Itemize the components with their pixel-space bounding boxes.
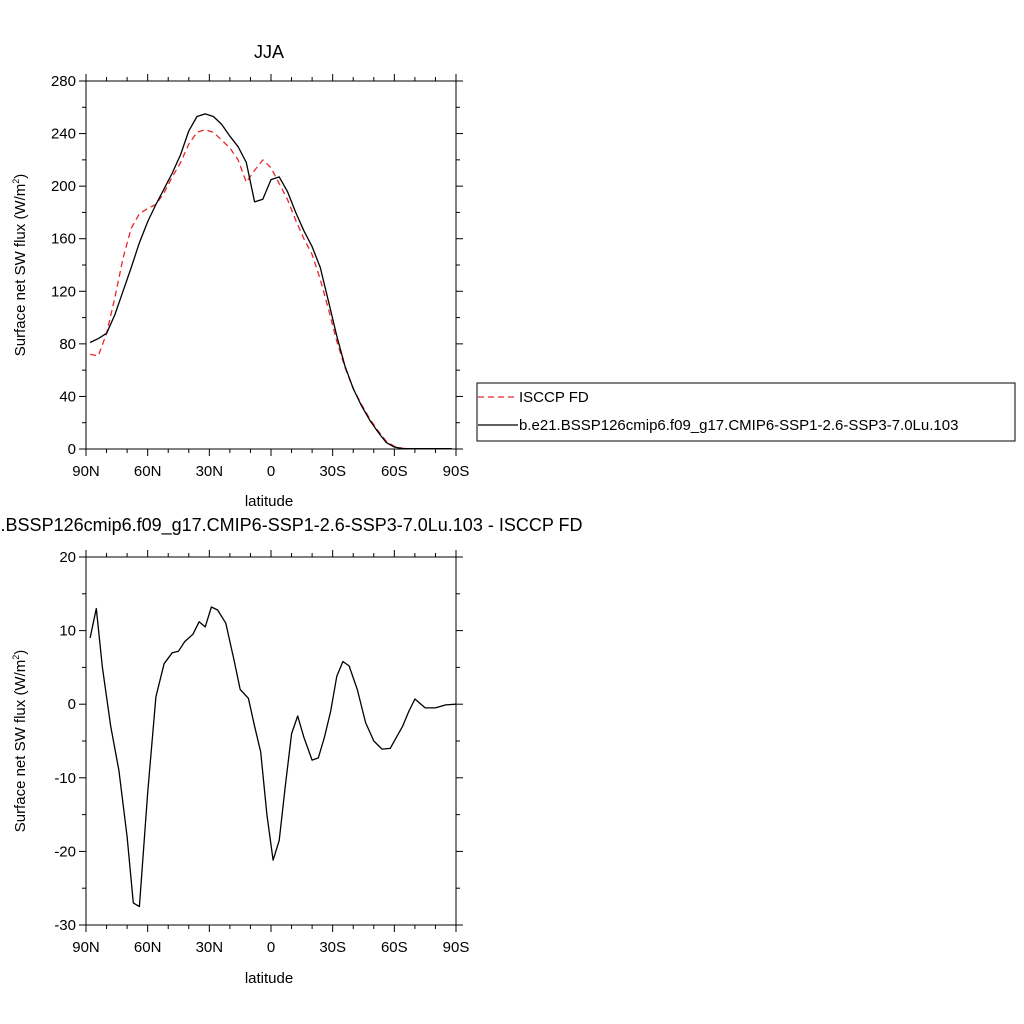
y-axis-label-close: ) [12,174,29,179]
y-axis-label-superscript: 2 [11,655,21,660]
y-axis-label-text: Surface net SW flux (W/m [12,184,29,357]
y-axis-label-close: ) [12,650,29,655]
y-tick-label: 40 [59,388,76,405]
y-tick-label: 160 [51,231,76,248]
x-axis-label: latitude [245,493,293,510]
legend-label-isccp: ISCCP FD [519,389,589,406]
x-tick-label: 60S [381,939,408,956]
x-tick-label: 90N [72,463,100,480]
tick-marks [79,550,463,932]
x-tick-label: 60S [381,463,408,480]
x-tick-label: 90N [72,939,100,956]
difference-panel: b.e21.BSSP126cmip6.f09_g17.CMIP6-SSP1-2.… [0,515,583,987]
y-tick-label: -30 [54,917,76,934]
series-line-difference [89,606,457,908]
y-tick-labels: -30 -20 -10 0 10 20 [54,549,76,934]
panel-title: b.e21.BSSP126cmip6.f09_g17.CMIP6-SSP1-2.… [0,515,583,536]
legend-label-model: b.e21.BSSP126cmip6.f09_g17.CMIP6-SSP1-2.… [519,417,958,434]
y-tick-label: -10 [54,770,76,787]
y-axis-label: Surface net SW flux (W/m2) [11,174,29,357]
legend: ISCCP FD b.e21.BSSP126cmip6.f09_g17.CMIP… [476,382,1016,442]
x-tick-label: 30N [196,463,224,480]
series-line-model [89,113,452,450]
y-axis-label: Surface net SW flux (W/m2) [11,650,29,833]
y-tick-label: 0 [68,696,76,713]
y-tick-label: -20 [54,843,76,860]
x-tick-label: 60N [134,463,162,480]
x-axis-label: latitude [245,970,293,987]
y-axis-label-superscript: 2 [11,179,21,184]
series-lines [89,606,457,908]
x-tick-label: 30S [319,463,346,480]
y-tick-labels: 0 40 80 120 160 200 240 280 [51,73,76,458]
series-lines [89,113,452,450]
y-tick-label: 10 [59,623,76,640]
y-tick-label: 20 [59,549,76,566]
x-tick-label: 0 [267,463,275,480]
x-tick-label: 90S [443,939,470,956]
legend-box [476,382,1016,442]
y-tick-label: 280 [51,73,76,90]
x-tick-label: 90S [443,463,470,480]
y-tick-label: 240 [51,126,76,143]
y-tick-label: 120 [51,283,76,300]
y-tick-label: 0 [68,441,76,458]
y-tick-label: 200 [51,178,76,195]
x-tick-label: 30S [319,939,346,956]
plot-frame [85,80,457,450]
x-tick-label: 30N [196,939,224,956]
x-tick-labels: 90N 60N 30N 0 30S 60S 90S [72,463,469,480]
y-axis-label-text: Surface net SW flux (W/m [12,660,29,833]
climatology-panel: JJA 0 40 80 120 160 200 240 280 90N 60N 30N 0 30S 60… [11,42,469,510]
x-tick-label: 0 [267,939,275,956]
y-tick-label: 80 [59,336,76,353]
panel-title: JJA [254,42,284,62]
x-tick-label: 60N [134,939,162,956]
series-line-isccp [89,128,452,450]
x-tick-labels: 90N 60N 30N 0 30S 60S 90S [72,939,469,956]
tick-marks [79,74,463,456]
